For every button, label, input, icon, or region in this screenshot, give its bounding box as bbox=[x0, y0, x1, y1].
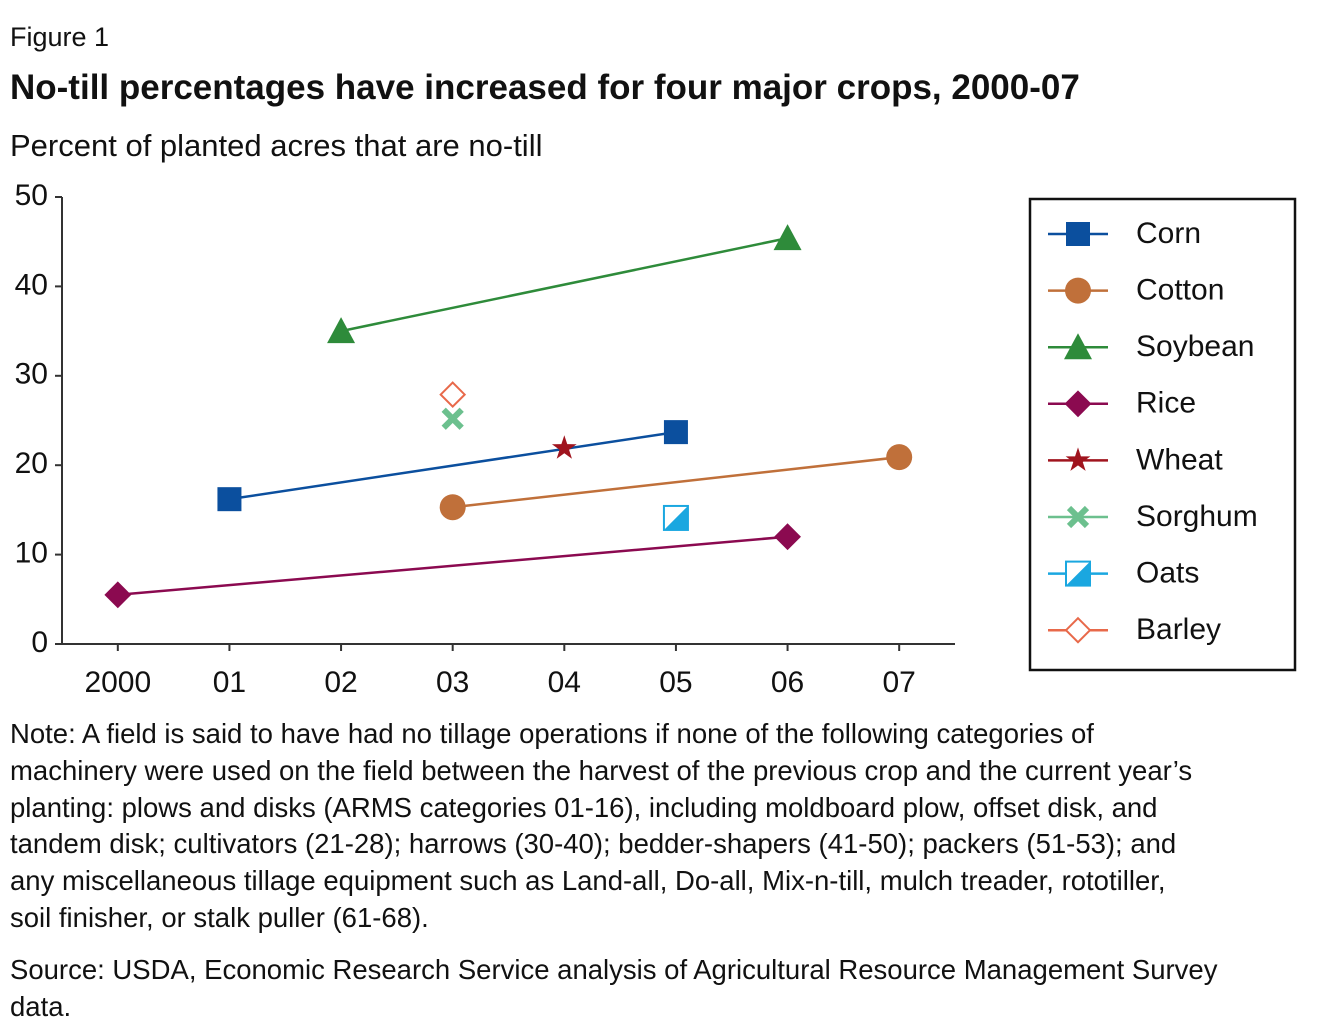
marker-shape bbox=[551, 435, 577, 459]
marker bbox=[1065, 277, 1091, 304]
x-tick-label: 07 bbox=[883, 666, 916, 699]
chart-title: No-till percentages have increased for f… bbox=[10, 68, 1080, 107]
marker bbox=[886, 444, 913, 471]
marker-shape bbox=[1065, 447, 1091, 471]
marker-shape bbox=[1065, 277, 1091, 304]
chart: 0 10 20 30 40 50 2000 01 02 03 04 05 06 07 Corn Cotton S… bbox=[15, 179, 1297, 699]
marker-shape bbox=[1064, 616, 1092, 644]
marker bbox=[774, 523, 801, 551]
marker-shape bbox=[663, 505, 688, 530]
marker bbox=[439, 494, 466, 521]
legend-label: Barley bbox=[1136, 613, 1221, 646]
legend-label: Sorghum bbox=[1136, 500, 1258, 533]
marker bbox=[327, 317, 356, 344]
series-line bbox=[452, 455, 900, 509]
legend-label: Corn bbox=[1136, 217, 1201, 250]
marker-shape bbox=[886, 444, 913, 471]
x-tick-label: 02 bbox=[324, 666, 357, 699]
marker-shape bbox=[327, 317, 356, 344]
marker bbox=[551, 435, 577, 459]
marker bbox=[773, 224, 802, 251]
marker-shape bbox=[1064, 333, 1092, 360]
legend-label: Soybean bbox=[1136, 330, 1254, 363]
y-tick-label: 0 bbox=[31, 626, 48, 659]
legend-label: Wheat bbox=[1136, 443, 1223, 476]
marker-shape bbox=[439, 494, 466, 521]
marker bbox=[1066, 222, 1090, 246]
marker-shape bbox=[1066, 505, 1090, 529]
marker bbox=[104, 581, 132, 609]
series-line bbox=[340, 236, 788, 333]
series-line bbox=[229, 430, 677, 501]
marker bbox=[1065, 447, 1091, 471]
marker-shape bbox=[1066, 561, 1090, 586]
y-tick-label: 40 bbox=[15, 268, 48, 301]
series-line bbox=[117, 535, 788, 597]
marker-shape bbox=[441, 407, 464, 430]
figure-label: Figure 1 bbox=[10, 22, 110, 52]
marker bbox=[1064, 616, 1092, 644]
legend: Corn Cotton Soybean Rice Wheat Sorghum Oats Bar… bbox=[1028, 197, 1297, 672]
y-tick-label: 20 bbox=[15, 447, 48, 480]
marker bbox=[217, 487, 242, 512]
y-tick-label: 50 bbox=[15, 179, 48, 212]
marker bbox=[1066, 505, 1090, 529]
legend-label: Oats bbox=[1136, 557, 1199, 590]
legend-box bbox=[1028, 197, 1297, 672]
marker bbox=[1064, 390, 1092, 418]
marker bbox=[663, 420, 688, 445]
marker-shape bbox=[104, 581, 132, 609]
marker bbox=[439, 381, 467, 408]
x-tick-label: 2000 bbox=[84, 666, 151, 699]
marker bbox=[1065, 560, 1091, 587]
marker-shape bbox=[1064, 390, 1092, 418]
x-tick-label: 04 bbox=[548, 666, 581, 699]
marker-shape bbox=[774, 523, 801, 551]
y-tick-label: 10 bbox=[15, 537, 48, 570]
marker-shape bbox=[773, 224, 802, 251]
marker-shape bbox=[1066, 222, 1090, 246]
source: Source: USDA, Economic Research Service … bbox=[10, 954, 1218, 1022]
y-tick-label: 30 bbox=[15, 358, 48, 391]
marker-shape bbox=[439, 381, 467, 408]
chart-subtitle: Percent of planted acres that are no-til… bbox=[10, 128, 543, 163]
x-tick-label: 05 bbox=[659, 666, 692, 699]
marker bbox=[441, 407, 464, 430]
x-tick-label: 03 bbox=[436, 666, 469, 699]
legend-label: Rice bbox=[1136, 387, 1196, 420]
x-tick-label: 01 bbox=[213, 666, 246, 699]
marker bbox=[662, 504, 689, 531]
note: Note: A field is said to have had no til… bbox=[10, 718, 1193, 933]
marker-shape bbox=[663, 420, 688, 445]
x-tick-label: 06 bbox=[771, 666, 804, 699]
marker bbox=[1064, 333, 1092, 360]
legend-label: Cotton bbox=[1136, 274, 1224, 307]
marker-shape bbox=[217, 487, 242, 512]
